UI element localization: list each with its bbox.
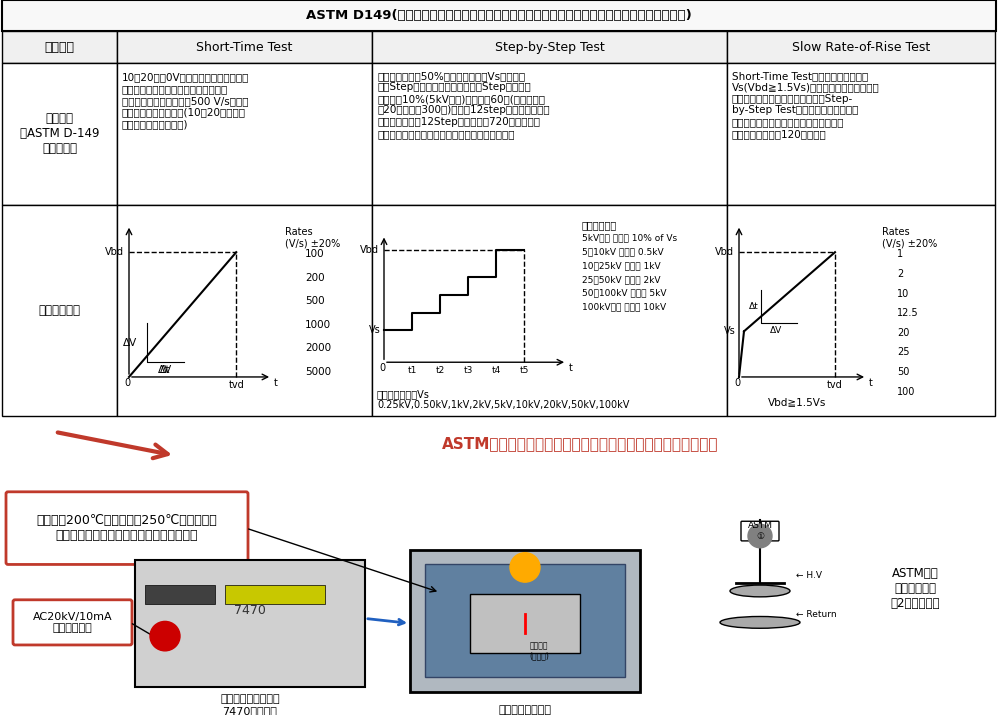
Bar — [425, 564, 625, 677]
Text: ← H.V: ← H.V — [796, 571, 822, 580]
Text: 0: 0 — [124, 378, 130, 388]
Bar — [727, 31, 995, 63]
Text: ASTM D149(商用電力周波数での固体電気絶縁材料の絶縁破壊電圧と絶縁耐力の標準試験方法): ASTM D149(商用電力周波数での固体電気絶縁材料の絶縁破壊電圧と絶縁耐力の… — [306, 9, 692, 22]
Text: 100: 100 — [305, 250, 325, 260]
Text: ASTM規定
の電極治具を
計2種類準備。: ASTM規定 の電極治具を 計2種類準備。 — [890, 568, 940, 611]
Text: Δt: Δt — [749, 302, 759, 311]
FancyBboxPatch shape — [741, 521, 779, 541]
Text: 試験イメージ: 試験イメージ — [38, 304, 80, 317]
Text: 10～20秒で0Vから絶縁破壊が起こるよ
う昇圧速度を選択し電圧印加する試験
です。多くの材料では、500 V/sの昇圧
速度が使用されます。(10～20秒で破: 10～20秒で0Vから絶縁破壊が起こるよ う昇圧速度を選択し電圧印加する試験 で… — [122, 73, 249, 129]
Text: Vs: Vs — [724, 326, 736, 336]
Bar — [2, 31, 117, 63]
Text: 絶縁破壊電圧の50%電圧を初期電圧Vsとし階段
状にStep電圧印加する試験です。Step電圧は初
期電圧の10%(5kV以下)、時間は60秒(場合によっ
て2: 絶縁破壊電圧の50%電圧を初期電圧Vsとし階段 状にStep電圧印加する試験です… — [377, 71, 550, 139]
Text: t3: t3 — [463, 365, 473, 375]
Bar — [727, 205, 995, 416]
Bar — [225, 585, 325, 604]
Text: 50: 50 — [897, 367, 909, 377]
Text: 試験内容
（ASTM D-149
より抜粋）: 試験内容 （ASTM D-149 より抜粋） — [20, 112, 99, 155]
Text: ΔV: ΔV — [770, 326, 782, 335]
Text: t5: t5 — [519, 365, 529, 375]
Text: 12.5: 12.5 — [897, 308, 919, 318]
Text: 2: 2 — [897, 269, 903, 279]
Bar — [2, 63, 117, 205]
Text: Vbd: Vbd — [715, 247, 734, 257]
Text: 好まし初期電圧Vs
0.25kV,0.50kV,1kV,2kV,5kV,10kV,20kV,50kV,100kV: 好まし初期電圧Vs 0.25kV,0.50kV,1kV,2kV,5kV,10kV… — [377, 389, 629, 410]
Text: Step-by-Step Test: Step-by-Step Test — [495, 41, 604, 54]
Text: Vbd≧1.5Vs: Vbd≧1.5Vs — [768, 398, 826, 408]
Text: Vs: Vs — [369, 325, 381, 335]
Text: 500: 500 — [305, 297, 325, 306]
Bar — [372, 63, 727, 205]
Bar — [135, 560, 365, 687]
Text: Vbd: Vbd — [360, 245, 379, 255]
Text: 7470: 7470 — [234, 604, 266, 617]
Circle shape — [748, 524, 772, 548]
Bar — [2, 0, 996, 31]
Text: 20: 20 — [897, 327, 909, 337]
Text: 10～25kV ・・・ 1kV: 10～25kV ・・・ 1kV — [582, 261, 661, 270]
Text: AC20kV/10mA
まで出力可能: AC20kV/10mA まで出力可能 — [33, 611, 112, 633]
Text: 標準品で200℃、特注品で250℃まで対応！
半導体のジャンクション温度も簡単再現！: 標準品で200℃、特注品で250℃まで対応！ 半導体のジャンクション温度も簡単再… — [37, 514, 217, 542]
Bar — [117, 205, 372, 416]
Text: ΔV: ΔV — [158, 365, 173, 375]
Text: 超高電圧耐圧試験器
7470シリーズ: 超高電圧耐圧試験器 7470シリーズ — [220, 694, 280, 715]
Text: 100kV以上 ・・・ 10kV: 100kV以上 ・・・ 10kV — [582, 302, 666, 311]
Text: Short-Time Test: Short-Time Test — [196, 41, 293, 54]
Text: 25: 25 — [897, 347, 910, 358]
Text: 2000: 2000 — [305, 343, 331, 353]
Text: tvd: tvd — [228, 380, 244, 390]
Circle shape — [150, 621, 180, 651]
Text: Rates
(V/s) ±20%: Rates (V/s) ±20% — [882, 227, 937, 248]
Text: ASTM
①: ASTM ① — [748, 521, 772, 541]
FancyBboxPatch shape — [13, 600, 132, 645]
Text: 試験方法: 試験方法 — [44, 41, 74, 54]
Bar — [727, 63, 995, 205]
Text: 10: 10 — [897, 289, 909, 299]
Text: ASTMの試験方法をパッケージ化。悩まずに試験器導入可能！: ASTMの試験方法をパッケージ化。悩まずに試験器導入可能！ — [442, 436, 718, 451]
Text: Short-Time Testの結果から初期電圧
Vs(Vbd≧1.5Vs)を設定し、ゆっくりと電
圧印加する試験です。昇圧時間はStep-
by-Step T: Short-Time Testの結果から初期電圧 Vs(Vbd≧1.5Vs)を設… — [732, 71, 880, 139]
Text: t4: t4 — [491, 365, 501, 375]
Text: t2: t2 — [435, 365, 445, 375]
Text: t: t — [869, 378, 873, 388]
Circle shape — [510, 553, 540, 582]
Text: t: t — [274, 378, 278, 388]
Text: 5kV以下 ・・・ 10% of Vs: 5kV以下 ・・・ 10% of Vs — [582, 234, 677, 242]
Text: 25～50kV ・・・ 2kV: 25～50kV ・・・ 2kV — [582, 275, 660, 284]
Text: ステップ電圧: ステップ電圧 — [582, 220, 617, 230]
Bar — [117, 63, 372, 205]
Bar — [470, 594, 580, 653]
Text: ← Return: ← Return — [796, 610, 837, 619]
Bar — [117, 31, 372, 63]
Text: ΔV: ΔV — [123, 337, 137, 347]
Text: 100: 100 — [897, 387, 915, 397]
Text: 50～100kV ・・・ 5kV: 50～100kV ・・・ 5kV — [582, 289, 666, 297]
Text: デバイス
(供試物): デバイス (供試物) — [530, 641, 549, 661]
Bar — [2, 205, 117, 416]
Text: Δt: Δt — [160, 365, 171, 375]
Text: 1: 1 — [897, 250, 903, 260]
FancyBboxPatch shape — [6, 492, 248, 564]
Text: 200: 200 — [305, 273, 325, 283]
Bar — [410, 550, 640, 692]
Text: t1: t1 — [407, 365, 417, 375]
Bar — [372, 205, 727, 416]
Text: 5～10kV ・・・ 0.5kV: 5～10kV ・・・ 0.5kV — [582, 247, 664, 257]
Text: Slow Rate-of-Rise Test: Slow Rate-of-Rise Test — [792, 41, 930, 54]
Bar — [145, 585, 215, 604]
Text: 0: 0 — [379, 363, 385, 373]
Text: tvd: tvd — [827, 380, 843, 390]
Text: 0: 0 — [734, 378, 740, 388]
Ellipse shape — [720, 616, 800, 628]
Text: Vbd: Vbd — [105, 247, 124, 257]
Bar — [372, 31, 727, 63]
Text: 1000: 1000 — [305, 320, 331, 330]
Text: 5000: 5000 — [305, 367, 331, 377]
Ellipse shape — [730, 585, 790, 597]
Text: 油中電極治具装置: 油中電極治具装置 — [498, 705, 552, 715]
Text: Rates
(V/s) ±20%: Rates (V/s) ±20% — [285, 227, 340, 248]
Text: t: t — [569, 363, 573, 373]
